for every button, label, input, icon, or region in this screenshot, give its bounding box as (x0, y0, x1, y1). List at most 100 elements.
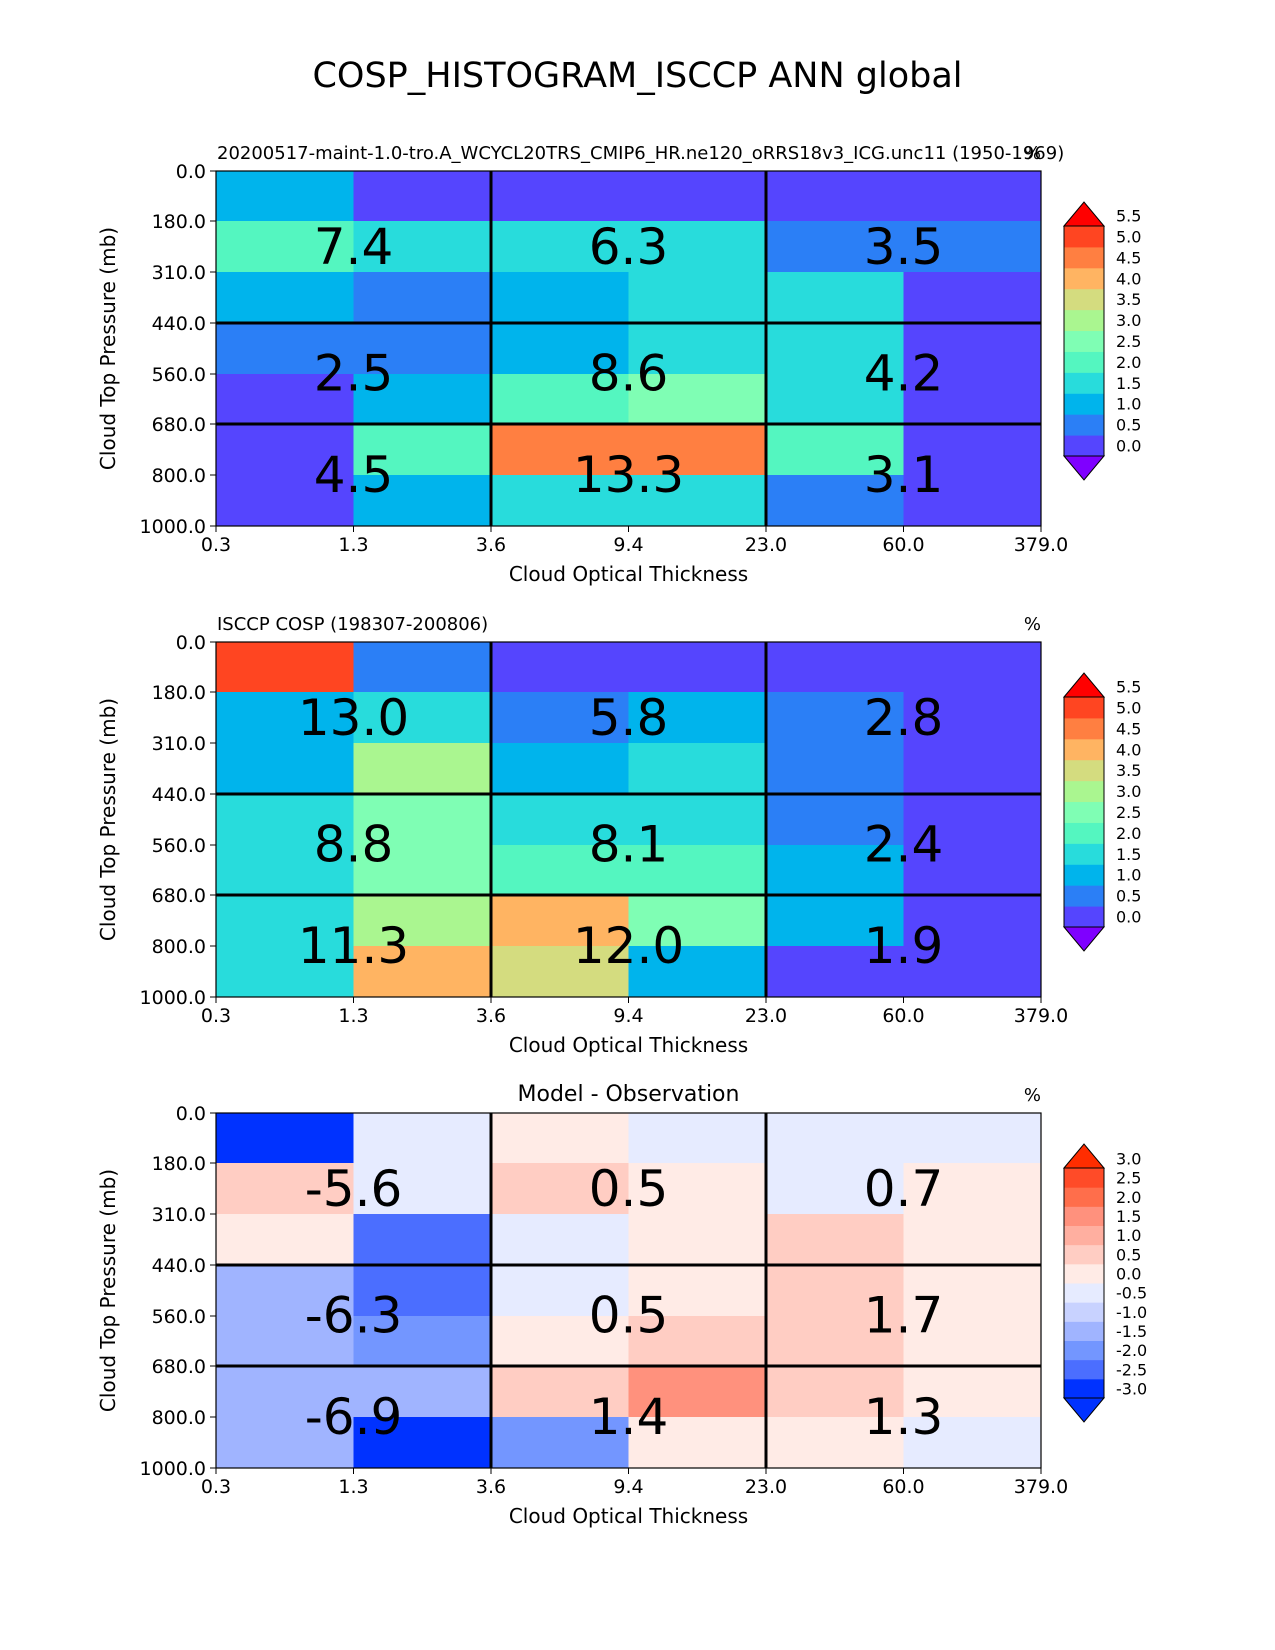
y-tick-label: 800.0 (152, 1407, 206, 1429)
panel-title: 20200517-maint-1.0-tro.A_WCYCL20TRS_CMIP… (217, 143, 1064, 164)
figure-title: COSP_HISTOGRAM_ISCCP ANN global (312, 56, 963, 96)
x-tick-label: 60.0 (882, 534, 924, 556)
colorbar-tick-label: 0.0 (1116, 908, 1141, 927)
colorbar-tick-label: 1.5 (1116, 374, 1141, 393)
heatmap-cell (903, 1265, 1042, 1317)
panel-units: % (1024, 143, 1041, 164)
x-tick-label: 0.3 (201, 1476, 231, 1498)
y-axis-label: Cloud Top Pressure (mb) (96, 227, 120, 470)
colorbar-under-triangle (1062, 1397, 1106, 1423)
heatmap-cell (216, 794, 354, 846)
y-tick-label: 310.0 (152, 262, 206, 284)
x-tick-label: 23.0 (745, 534, 787, 556)
heatmap-cell (491, 845, 629, 896)
heatmap-cell (216, 424, 354, 476)
x-tick-label: 379.0 (1014, 1476, 1068, 1498)
colorbar-swatch (1064, 288, 1104, 311)
heatmap-cell (903, 171, 1042, 222)
y-tick-label: 0.0 (176, 1103, 206, 1125)
block-value-label: 8.6 (589, 345, 669, 403)
heatmap-cell (766, 1163, 904, 1215)
colorbar-swatch (1064, 372, 1104, 394)
x-tick-label: 23.0 (745, 1476, 787, 1498)
heatmap-cell (628, 272, 767, 324)
x-tick-label: 3.6 (476, 534, 506, 556)
heatmap-cell (216, 1163, 354, 1215)
heatmap-panel-test: 7.4 6.3 3.5 2.5 8.6 4.2 4.5 13.3 3.1 0.3 1.3 3.6 9.4… (96, 143, 1141, 586)
block-value-label: 13.3 (573, 446, 684, 504)
colorbar-frame (1063, 696, 1105, 928)
block-value-label: 2.8 (864, 689, 944, 747)
colorbar-tick-label: 3.0 (1116, 1149, 1141, 1168)
colorbar-swatch (1064, 226, 1104, 248)
heatmap-cell (903, 1316, 1042, 1367)
heatmap-cell (766, 272, 904, 324)
colorbar-tick-label: 0.0 (1116, 1264, 1141, 1283)
colorbar-swatch (1064, 1168, 1104, 1188)
x-tick-label: 1.3 (338, 1476, 368, 1498)
colorbar-swatch (1064, 1378, 1104, 1399)
heatmap-cell (353, 323, 492, 375)
heatmap-cell (903, 1163, 1042, 1215)
colorbar-tick-label: 1.0 (1116, 395, 1141, 414)
block-value-label: 2.5 (314, 345, 394, 403)
colorbar-tick-label: 2.5 (1116, 332, 1141, 351)
colorbar-swatch (1064, 801, 1104, 823)
block-value-label: 2.4 (864, 816, 944, 874)
y-tick-label: 440.0 (152, 1255, 206, 1277)
heatmap-cell (491, 1163, 629, 1215)
y-tick-label: 440.0 (152, 313, 206, 335)
colorbar-tick-label: 3.0 (1116, 311, 1141, 330)
colorbar-tick-label: 0.5 (1116, 887, 1141, 906)
colorbar-swatch (1064, 393, 1104, 415)
colorbar-swatch (1064, 1302, 1104, 1322)
block-value-label: 8.1 (589, 816, 669, 874)
heatmap-cell (491, 171, 629, 222)
heatmap-cell (628, 642, 767, 693)
colorbar-frame (1063, 225, 1105, 457)
heatmap-cell (353, 1366, 492, 1418)
colorbar-tick-label: -1.0 (1116, 1303, 1147, 1322)
x-tick-label: 3.6 (476, 1476, 506, 1498)
block-value-label: -6.9 (305, 1388, 403, 1446)
heatmap-cell (903, 1417, 1042, 1469)
block-value-label: 4.5 (314, 446, 394, 504)
colorbar-tick-label: -2.0 (1116, 1341, 1147, 1360)
heatmap-cell (628, 1366, 767, 1418)
block-value-label: 4.2 (864, 345, 944, 403)
block-value-label: 3.1 (864, 446, 944, 504)
colorbar-tick-label: 1.5 (1116, 1207, 1141, 1226)
heatmap-cell (491, 221, 629, 273)
y-tick-label: 680.0 (152, 1356, 206, 1378)
colorbar-tick-label: 3.5 (1116, 290, 1141, 309)
heatmap-cell (353, 272, 492, 324)
colorbar-tick-label: 4.5 (1116, 248, 1141, 267)
colorbar-tick-label: 2.0 (1116, 1188, 1141, 1207)
heatmap-cell (353, 1316, 492, 1367)
heatmap-cell (216, 272, 354, 324)
y-tick-label: 180.0 (152, 1153, 206, 1175)
heatmap-cell (628, 743, 767, 795)
heatmap-cell (628, 323, 767, 375)
colorbar-tick-label: 1.0 (1116, 866, 1141, 885)
heatmap-cell (353, 794, 492, 846)
block-value-label: 0.7 (864, 1160, 944, 1218)
heatmap-cell (766, 323, 904, 375)
y-tick-label: 0.0 (176, 632, 206, 654)
colorbar-tick-label: 2.5 (1116, 803, 1141, 822)
colorbar-swatch (1064, 1244, 1104, 1265)
heatmap-cell (628, 475, 767, 527)
colorbar-under-triangle (1062, 926, 1106, 952)
colorbar-under-triangle (1062, 455, 1106, 481)
heatmap-cell (903, 692, 1042, 744)
heatmap-cell (628, 374, 767, 425)
heatmap-cell (216, 1417, 354, 1469)
colorbar-swatch (1064, 697, 1104, 719)
heatmap-cell (491, 272, 629, 324)
heatmap-cell (766, 424, 904, 476)
block-value-label: 1.3 (864, 1388, 944, 1446)
heatmap-cell (628, 1265, 767, 1317)
heatmap-cell (353, 1113, 492, 1164)
heatmap-cell (766, 1316, 904, 1367)
colorbar-tick-label: 5.0 (1116, 227, 1141, 246)
